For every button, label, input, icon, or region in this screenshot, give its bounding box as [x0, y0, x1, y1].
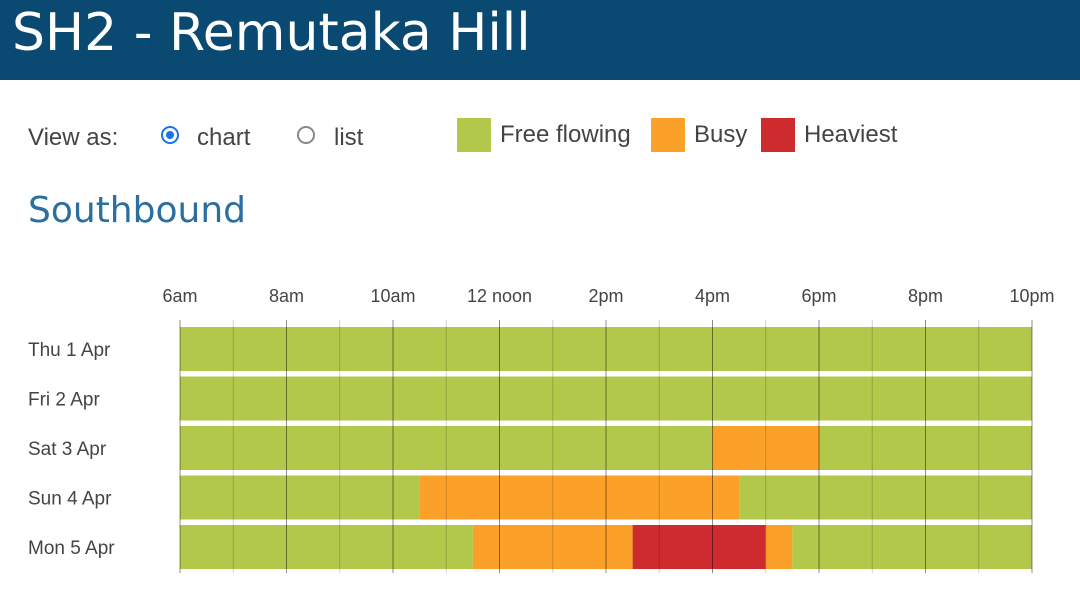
row-label: Sat 3 Apr [28, 439, 107, 460]
row-label: Thu 1 Apr [28, 340, 111, 361]
legend-swatch-free-flowing [457, 118, 491, 152]
traffic-segment-busy[interactable] [712, 426, 820, 470]
x-tick-label: 4pm [695, 286, 730, 306]
legend-label-free-flowing: Free flowing [500, 121, 631, 148]
row-label: Sun 4 Apr [28, 489, 112, 510]
legend-label-heaviest: Heaviest [804, 121, 898, 148]
traffic-segment-busy[interactable] [765, 525, 793, 569]
traffic-segment-free[interactable] [792, 525, 1032, 569]
x-tick-label: 10pm [1009, 286, 1054, 306]
x-tick-label: 8am [269, 286, 304, 306]
traffic-segment-free[interactable] [180, 327, 1032, 371]
chart-radio-label[interactable]: chart [197, 124, 251, 151]
x-tick-label: 6pm [801, 286, 836, 306]
legend-swatch-busy [651, 118, 685, 152]
x-tick-label: 2pm [588, 286, 623, 306]
legend-swatch-heaviest [761, 118, 795, 152]
traffic-segment-free[interactable] [180, 525, 473, 569]
chart-radio-button[interactable] [161, 126, 179, 144]
x-tick-label: 8pm [908, 286, 943, 306]
x-tick-label: 10am [370, 286, 415, 306]
list-radio-button[interactable] [297, 126, 315, 144]
view-as-label: View as: [28, 124, 119, 151]
traffic-segment-free[interactable] [819, 426, 1032, 470]
traffic-segment-free[interactable] [180, 426, 713, 470]
page-header: SH2 - Remutaka Hill [0, 0, 1080, 80]
traffic-segment-free[interactable] [180, 475, 420, 520]
view-controls: View as: chart list Free flowing Busy He… [0, 110, 1080, 170]
traffic-segment-busy[interactable] [419, 475, 740, 520]
page-title: SH2 - Remutaka Hill [12, 3, 531, 63]
traffic-segment-free[interactable] [739, 475, 1032, 520]
legend-label-busy: Busy [694, 121, 748, 148]
row-label: Fri 2 Apr [28, 390, 100, 411]
x-tick-label: 6am [162, 286, 197, 306]
traffic-segment-busy[interactable] [472, 525, 633, 569]
x-tick-label: 12 noon [467, 286, 532, 306]
traffic-chart: 6am 8am 10am 12 noon 2pm 4pm 6pm 8pm 10pm Thu 1 A… [28, 286, 1055, 573]
traffic-segment-free[interactable] [180, 376, 1032, 421]
section-title-southbound: Southbound [28, 190, 246, 231]
list-radio-label[interactable]: list [334, 124, 364, 151]
traffic-segment-heaviest[interactable] [632, 525, 766, 569]
row-label: Mon 5 Apr [28, 538, 115, 559]
